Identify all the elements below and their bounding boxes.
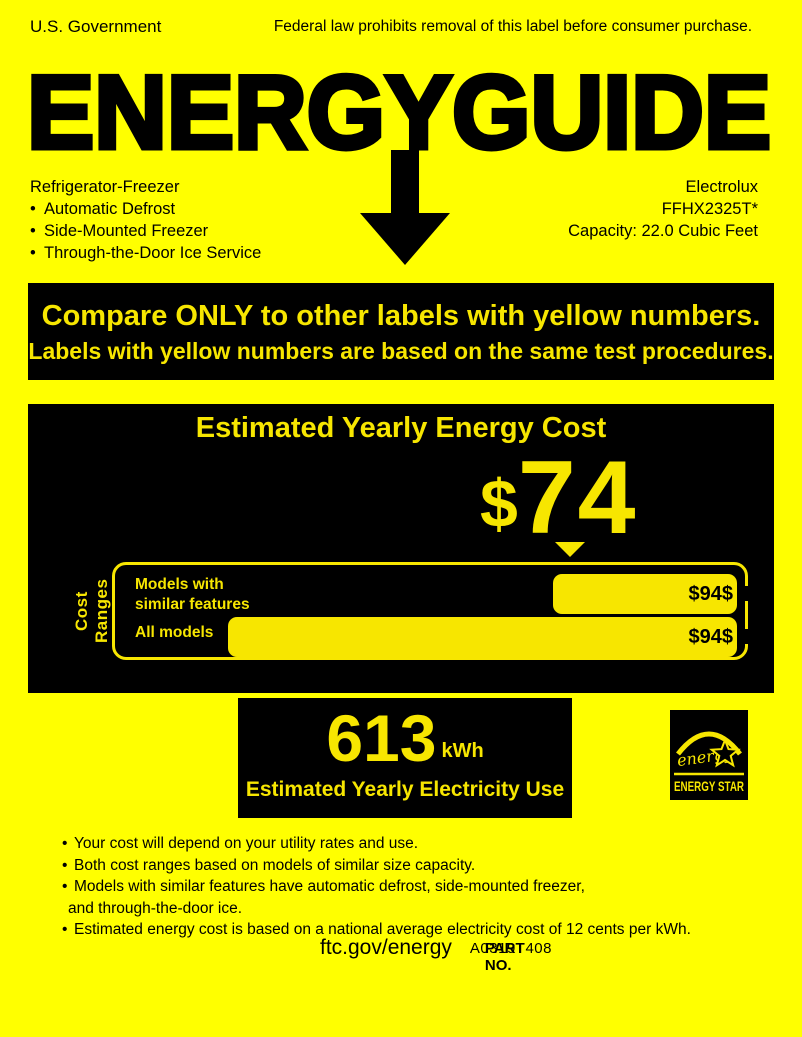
bullet-glyph: • xyxy=(62,921,68,938)
federal-law-notice: Federal law prohibits removal of this la… xyxy=(273,18,752,35)
electricity-use-caption: Estimated Yearly Electricity Use xyxy=(245,778,565,801)
energy-cost-panel: Estimated Yearly Energy Cost $74 Cost Ra… xyxy=(28,404,774,693)
energy-star-caption: ENERGY STAR xyxy=(674,778,744,794)
compare-banner: Compare ONLY to other labels with yellow… xyxy=(28,283,774,380)
electricity-use-panel: 613 kWh Estimated Yearly Electricity Use xyxy=(238,698,572,818)
footnote-text: Both cost ranges based on models of simi… xyxy=(74,856,476,874)
bullet-glyph: • xyxy=(62,835,68,852)
clipped-text-artifact xyxy=(745,629,750,644)
bullet-glyph: • xyxy=(30,222,36,240)
bullet-glyph: • xyxy=(62,878,68,895)
energy-star-arc xyxy=(676,731,742,756)
footnote-text: Models with similar features have automa… xyxy=(74,878,585,895)
ftc-url-text: ftc.gov/energy xyxy=(320,936,452,959)
dollar-sign: $ xyxy=(480,466,518,542)
model-info-block: Electrolux FFHX2325T* Capacity: 22.0 Cub… xyxy=(568,176,758,242)
part-number-overlap: A0319T408 PART NO. xyxy=(469,940,552,974)
energy-star-logo: energy ENERGY STAR xyxy=(670,710,748,800)
kwh-value: 613 xyxy=(326,701,437,775)
cost-ranges-axis-label: Cost Ranges xyxy=(72,578,111,644)
footnotes-block: • Your cost will depend on your utility r… xyxy=(62,833,691,941)
feature-text: Through-the-Door Ice Service xyxy=(44,244,262,262)
feature-item: • Through-the-Door Ice Service xyxy=(30,242,261,264)
feature-text: Side-Mounted Freezer xyxy=(44,222,209,240)
footnote-continuation: and through-the-door ice. xyxy=(68,899,243,917)
down-arrow-head-icon xyxy=(360,213,450,265)
compare-banner-line1: Compare ONLY to other labels with yellow… xyxy=(41,300,761,332)
down-arrow-icon xyxy=(391,150,419,215)
bullet-glyph: • xyxy=(30,200,36,218)
part-no-label: PART NO. xyxy=(484,940,525,974)
capacity-text: Capacity: 22.0 Cubic Feet xyxy=(568,222,758,240)
feature-item: • Side-Mounted Freezer xyxy=(30,220,261,242)
footnote-text: Your cost will depend on your utility ra… xyxy=(74,835,419,852)
energy-star-background xyxy=(670,710,748,800)
cost-amount: 74 xyxy=(517,440,638,556)
bullet-glyph: • xyxy=(30,244,36,262)
footnote-line: • Your cost will depend on your utility r… xyxy=(62,833,691,855)
footnote-line: • Estimated energy cost is based on a nat… xyxy=(62,919,691,941)
model-number: FFHX2325T* xyxy=(661,200,758,218)
kwh-unit: kWh xyxy=(441,739,484,762)
feature-item: • Automatic Defrost xyxy=(30,198,261,220)
similar-models-label: Models with similar features xyxy=(135,575,250,615)
energy-star-star-icon xyxy=(709,737,741,768)
compare-banner-line2: Labels with yellow numbers are based on … xyxy=(28,338,774,364)
all-models-label: All models xyxy=(135,624,214,641)
part-number-text: A0319T408 xyxy=(469,940,552,957)
similar-models-label-line1: Models with xyxy=(135,576,224,593)
cost-pointer-triangle-icon xyxy=(555,542,585,557)
clipped-text-artifact xyxy=(745,586,750,601)
appliance-type-block: Refrigerator-Freezer • Automatic Defrost … xyxy=(30,176,261,264)
energyguide-logo-text: ENERGYGUIDE xyxy=(27,55,771,166)
cost-ranges-box: Models with similar features $94$ All mo… xyxy=(112,562,750,660)
electricity-use-value-row: 613 kWh xyxy=(238,701,572,775)
feature-text: Automatic Defrost xyxy=(44,200,176,218)
cost-panel-title: Estimated Yearly Energy Cost xyxy=(195,412,607,444)
similar-models-range-bar: $94$ xyxy=(553,574,737,614)
us-government-text: U.S. Government xyxy=(30,17,162,36)
energyguide-logo: ENERGYGUIDE xyxy=(26,53,774,167)
bullet-glyph: • xyxy=(62,856,68,874)
footer-row: ftc.gov/energy A0319T408 PART NO. xyxy=(320,936,552,974)
all-models-range-bar: $94$ xyxy=(228,617,737,657)
footnote-line: • Models with similar features have autom… xyxy=(62,876,691,898)
brand-name: Electrolux xyxy=(685,178,758,196)
similar-models-label-line2: similar features xyxy=(135,596,250,613)
footnote-line: • Both cost ranges based on models of sim… xyxy=(62,855,691,877)
yearly-cost-value: $74 xyxy=(480,440,638,556)
footnote-text: Estimated energy cost is based on a nati… xyxy=(74,921,691,938)
appliance-category: Refrigerator-Freezer xyxy=(30,178,180,196)
